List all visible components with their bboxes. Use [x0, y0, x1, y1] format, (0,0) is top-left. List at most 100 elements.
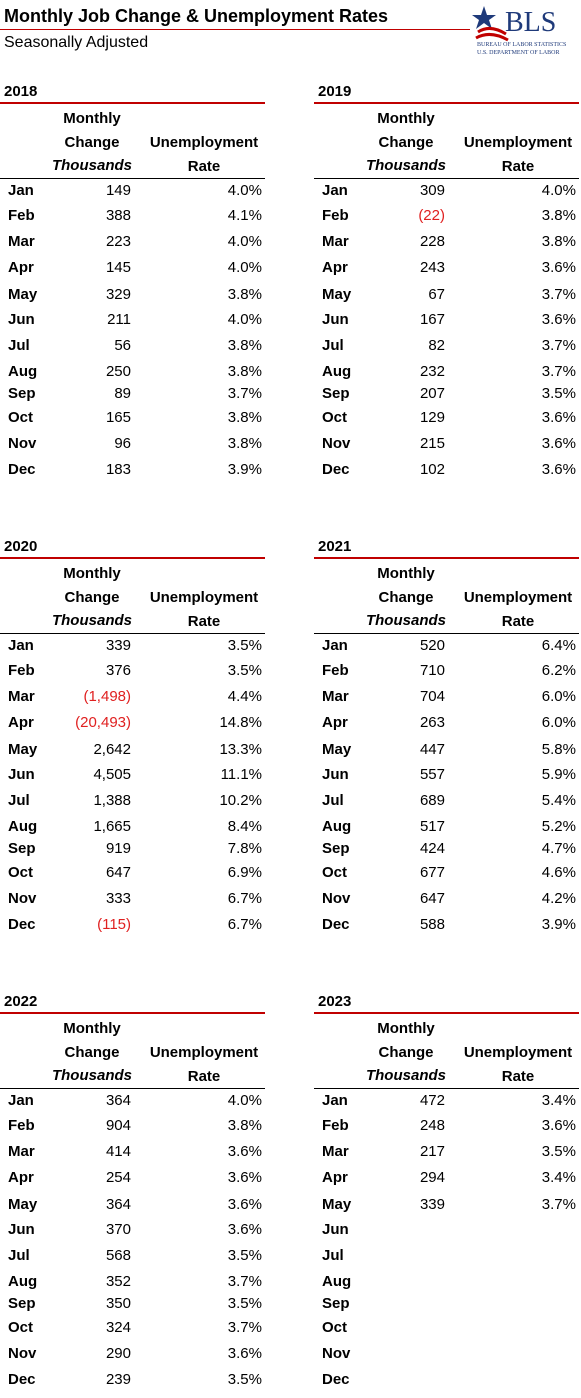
rate-cell: 3.4% — [541, 1169, 576, 1186]
month: Apr — [322, 1169, 348, 1186]
month: Sep — [322, 1295, 350, 1312]
rate-cell: 4.0% — [227, 259, 262, 276]
rate-cell: 3.8% — [227, 337, 262, 354]
change-cell: 364 — [105, 1092, 131, 1109]
month: Jan — [322, 182, 348, 199]
change-cell: 588 — [419, 916, 445, 933]
header-rule — [0, 178, 265, 179]
rate-cell: 3.6% — [541, 311, 576, 328]
logo-name: BLS — [505, 7, 557, 38]
logo-mark — [472, 6, 509, 42]
month: Apr — [322, 259, 348, 276]
rate-cell: 7.8% — [227, 840, 262, 857]
change-cell: 447 — [419, 741, 445, 758]
month: Sep — [8, 385, 36, 402]
change-cell: 557 — [419, 766, 445, 783]
rate-cell: 3.9% — [541, 916, 576, 933]
rate-cell: 3.5% — [227, 1295, 262, 1312]
header-rule — [314, 1088, 579, 1089]
month: Dec — [8, 1371, 36, 1388]
change-cell: 239 — [105, 1371, 131, 1388]
change-cell: 364 — [105, 1196, 131, 1213]
month: Nov — [322, 890, 351, 907]
rate-cell: 10.2% — [219, 792, 262, 809]
change-cell: 1,388 — [93, 792, 131, 809]
change-cell: 167 — [419, 311, 445, 328]
year: 2023 — [318, 993, 352, 1010]
month: May — [322, 741, 352, 758]
year: 2018 — [4, 83, 38, 100]
rate-cell: 4.4% — [227, 688, 262, 705]
month: Aug — [322, 363, 352, 380]
rate-cell: 6.4% — [541, 637, 576, 654]
month: Mar — [8, 233, 35, 250]
month: May — [8, 1196, 38, 1213]
month: Nov — [8, 890, 37, 907]
month: Jul — [8, 337, 30, 354]
month: Jun — [8, 766, 35, 783]
change-cell: 333 — [105, 890, 131, 907]
change-cell: 339 — [419, 1196, 445, 1213]
rate-cell: 3.5% — [541, 1143, 576, 1160]
change-cell: 350 — [105, 1295, 131, 1312]
rate-cell: 3.6% — [227, 1196, 262, 1213]
rate-cell: 6.2% — [541, 662, 576, 679]
column-header: Rate — [187, 612, 221, 630]
change-cell: 352 — [105, 1273, 131, 1290]
column-header: Change — [378, 133, 434, 151]
month: Jul — [8, 1247, 30, 1264]
month: Jul — [322, 792, 344, 809]
month: Jul — [322, 337, 344, 354]
column-header: Monthly — [377, 565, 435, 582]
month: Mar — [8, 688, 35, 705]
change-cell: 919 — [105, 840, 131, 857]
column-header: Change — [64, 133, 120, 151]
month: Apr — [8, 1169, 34, 1186]
year-rule — [314, 557, 579, 559]
month: Apr — [8, 714, 34, 731]
month: Jul — [8, 792, 30, 809]
month: Oct — [322, 864, 348, 881]
change-cell: 183 — [105, 461, 131, 478]
rate-cell: 3.6% — [541, 1117, 576, 1134]
month: Oct — [8, 864, 34, 881]
change-cell: 228 — [419, 233, 445, 250]
column-header: Rate — [501, 157, 535, 175]
month: Jun — [8, 1221, 35, 1238]
rate-cell: 5.8% — [541, 741, 576, 758]
month: Oct — [8, 1319, 34, 1336]
month: Feb — [8, 1117, 35, 1134]
rate-cell: 3.5% — [541, 385, 576, 402]
month: Nov — [8, 1345, 37, 1362]
header-rule — [314, 633, 579, 634]
column-header: Rate — [501, 612, 535, 630]
change-cell: 250 — [105, 363, 131, 380]
month: Nov — [322, 1345, 351, 1362]
rate-cell: 3.7% — [541, 363, 576, 380]
month: Feb — [322, 662, 349, 679]
month: Dec — [322, 916, 350, 933]
column-header: Thousands — [51, 612, 132, 629]
column-header: Thousands — [365, 612, 446, 629]
month: Jul — [322, 1247, 344, 1264]
change-cell: 704 — [419, 688, 445, 705]
change-cell: 96 — [114, 435, 131, 452]
rate-cell: 3.7% — [227, 1319, 262, 1336]
column-header: Unemployment — [463, 134, 573, 151]
rate-cell: 3.5% — [227, 1371, 262, 1388]
change-cell: 56 — [114, 337, 131, 354]
change-cell: 254 — [105, 1169, 131, 1186]
rate-cell: 3.8% — [227, 435, 262, 452]
month: Jun — [322, 1221, 349, 1238]
change-cell: 215 — [419, 435, 445, 452]
change-cell: (1,498) — [83, 688, 131, 705]
column-header: Monthly — [63, 1020, 121, 1037]
rate-cell: 8.4% — [227, 818, 262, 835]
change-cell: 67 — [428, 286, 445, 303]
column-header: Thousands — [365, 1067, 446, 1084]
rate-cell: 3.5% — [227, 662, 262, 679]
column-header: Thousands — [365, 157, 446, 174]
month: Mar — [322, 688, 349, 705]
rate-cell: 3.8% — [227, 363, 262, 380]
